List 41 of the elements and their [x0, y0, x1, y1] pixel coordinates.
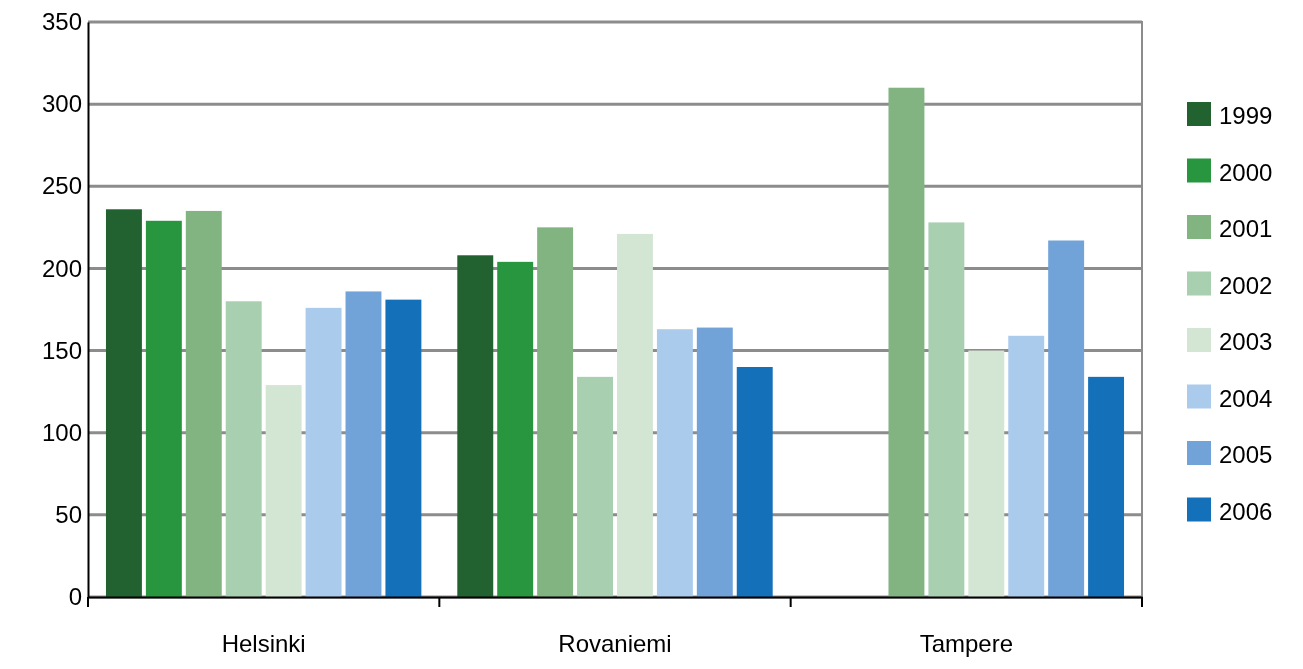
legend-label: 2005 [1219, 441, 1273, 468]
bar [1088, 376, 1125, 597]
y-tick-label: 350 [41, 8, 82, 36]
bar [656, 329, 693, 597]
y-tick-label: 50 [55, 501, 82, 529]
bar [345, 291, 382, 597]
bar [968, 350, 1005, 597]
bar [617, 233, 653, 597]
y-tick-label: 150 [41, 336, 82, 364]
bar [105, 209, 142, 597]
legend-label: 2003 [1219, 328, 1273, 355]
bar [577, 376, 613, 597]
bar [736, 367, 773, 597]
bar [497, 261, 534, 597]
y-tick-label: 100 [41, 418, 82, 446]
bar [696, 327, 733, 597]
legend-label: 1999 [1219, 102, 1273, 129]
bar [928, 222, 965, 597]
legend-label: 2000 [1219, 158, 1273, 186]
legend-label: 2002 [1219, 271, 1273, 299]
x-tick-label: Helsinki [221, 630, 306, 658]
bar [888, 87, 925, 597]
y-tick-label: 200 [41, 254, 82, 282]
bar [305, 307, 342, 597]
x-tick-label: Rovaniemi [558, 630, 672, 658]
y-tick-label: 250 [41, 172, 82, 200]
y-tick-label: 300 [41, 90, 82, 118]
bar [185, 210, 222, 597]
legend-label: 2004 [1219, 384, 1273, 412]
bar [145, 220, 182, 597]
bar [1048, 240, 1085, 597]
bar [457, 255, 494, 597]
x-tick-label: Tampere [919, 630, 1014, 658]
legend-label: 2006 [1219, 497, 1273, 525]
bar [265, 385, 302, 597]
legend-label: 2001 [1219, 215, 1273, 242]
bar [1008, 335, 1045, 597]
y-tick-label: 0 [68, 583, 82, 611]
bar [537, 227, 574, 597]
bar [225, 301, 262, 597]
bar [385, 299, 422, 597]
